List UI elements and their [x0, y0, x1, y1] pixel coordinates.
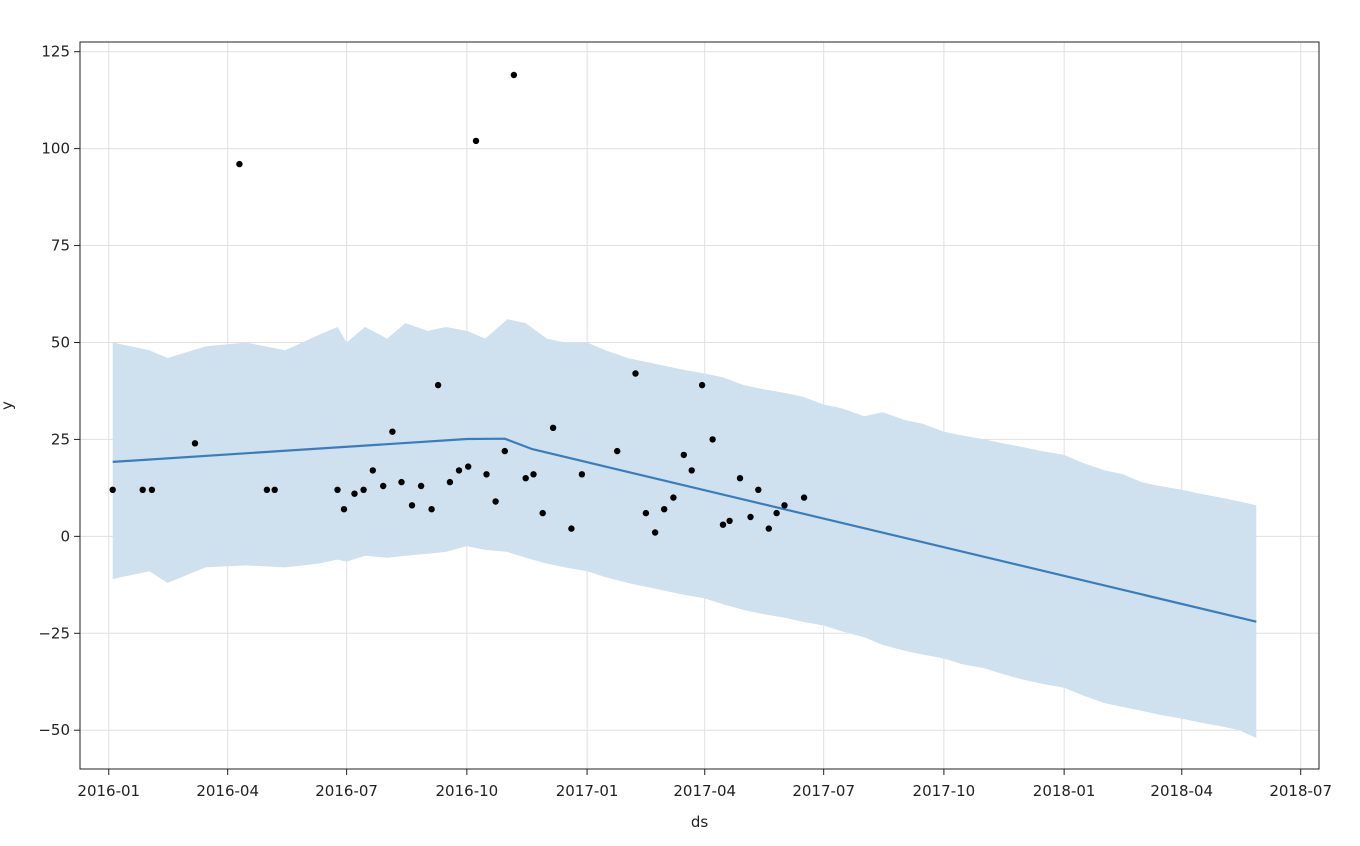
y-tick-label: −25	[38, 624, 70, 642]
data-point	[539, 509, 546, 517]
data-point	[549, 424, 557, 431]
x-axis-ticks: 2016-01 2016-04 2016-07 2016-10 2017-01 2017-…	[77, 769, 1332, 800]
data-point	[568, 525, 575, 532]
data-point	[148, 486, 156, 493]
data-point	[369, 467, 376, 474]
data-point	[408, 502, 416, 509]
y-axis-ticks: −50 −25 0 25 50 75 100 125	[38, 43, 80, 739]
data-point	[736, 475, 744, 482]
x-tick-label: 2018-01	[1033, 782, 1096, 800]
x-tick-label: 2017-10	[913, 782, 976, 800]
data-point	[191, 440, 199, 447]
data-point	[483, 471, 490, 478]
y-tick-label: 100	[41, 140, 70, 158]
data-point	[271, 486, 278, 493]
data-point	[781, 502, 788, 509]
data-point	[688, 467, 695, 474]
uncertainty-band	[112, 319, 1257, 738]
data-point	[773, 509, 780, 517]
trend-line	[112, 437, 1257, 623]
x-tick-label: 2016-07	[315, 782, 378, 800]
x-axis-label: ds	[691, 813, 709, 831]
data-point	[380, 482, 387, 490]
data-point	[632, 370, 639, 377]
x-tick-label: 2017-07	[792, 782, 855, 800]
y-tick-label: 50	[51, 333, 70, 351]
data-point	[139, 486, 146, 493]
data-point	[109, 486, 116, 493]
data-point	[614, 447, 621, 455]
y-tick-label: 125	[41, 43, 70, 61]
data-point	[578, 471, 586, 478]
data-point	[446, 478, 454, 486]
y-axis-label: y	[0, 401, 16, 410]
data-point	[661, 506, 668, 513]
data-point	[522, 475, 529, 482]
data-point	[360, 486, 367, 493]
data-point	[340, 506, 348, 513]
x-tick-label: 2016-04	[196, 782, 259, 800]
data-point	[417, 482, 425, 490]
data-point	[726, 517, 733, 525]
data-point	[747, 513, 754, 521]
x-tick-label: 2016-10	[436, 782, 499, 800]
data-point	[755, 486, 762, 493]
observed-points	[109, 71, 808, 536]
data-point	[455, 467, 463, 474]
data-point	[263, 486, 271, 493]
y-tick-label: −50	[38, 721, 70, 739]
data-point	[492, 498, 499, 505]
plot-frame	[79, 41, 1320, 770]
data-point	[765, 525, 772, 532]
y-tick-label: 0	[60, 527, 70, 545]
data-point	[428, 506, 435, 513]
data-point	[651, 529, 659, 536]
data-point	[236, 160, 243, 168]
data-point	[434, 381, 442, 389]
data-point	[642, 509, 650, 517]
y-tick-label: 25	[51, 430, 70, 448]
x-tick-label: 2018-04	[1150, 782, 1213, 800]
y-tick-label: 75	[51, 237, 70, 255]
data-point	[334, 486, 341, 493]
data-point	[472, 137, 480, 145]
data-point	[698, 381, 706, 389]
data-point	[351, 490, 358, 497]
x-tick-label: 2017-01	[556, 782, 619, 800]
data-point	[510, 71, 518, 79]
data-point	[680, 451, 687, 459]
data-point	[530, 471, 537, 478]
data-point	[800, 494, 808, 501]
data-point	[670, 494, 677, 501]
data-point	[501, 447, 508, 455]
x-tick-label: 2018-07	[1269, 782, 1332, 800]
x-tick-label: 2016-01	[77, 782, 140, 800]
data-point	[398, 478, 405, 486]
data-point	[465, 463, 472, 470]
trend-layer	[112, 437, 1257, 623]
data-point	[709, 436, 716, 443]
uncertainty-band-layer	[112, 319, 1257, 738]
x-tick-label: 2017-04	[673, 782, 736, 800]
data-point	[719, 521, 727, 528]
data-point	[389, 428, 396, 435]
